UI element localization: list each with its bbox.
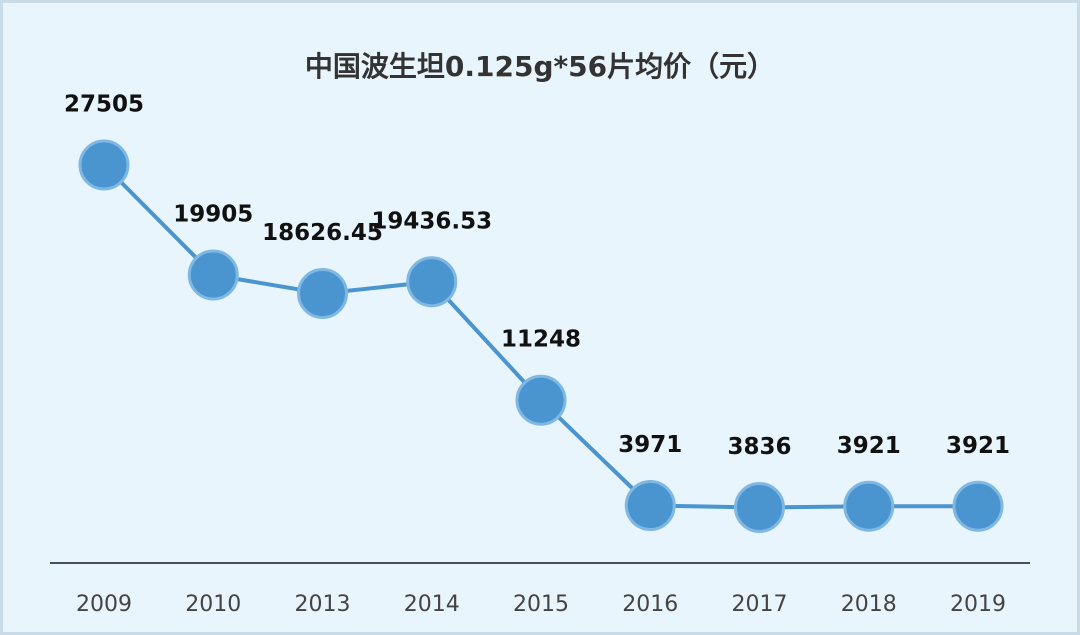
data-label: 3971 (618, 432, 682, 458)
x-tick-label: 2010 (185, 592, 241, 617)
x-tick-label: 2015 (513, 592, 569, 617)
data-label: 3836 (727, 434, 791, 460)
data-label: 19905 (173, 201, 253, 227)
data-label: 3921 (837, 433, 901, 459)
chart-title: 中国波生坦0.125g*56片均价（元） (305, 50, 775, 83)
x-tick-label: 2019 (950, 592, 1006, 617)
marker (406, 256, 458, 308)
data-label: 19436.53 (371, 208, 492, 234)
marker (952, 480, 1004, 532)
x-tick-label: 2013 (295, 592, 351, 617)
data-label: 27505 (64, 92, 144, 118)
data-label: 3921 (946, 433, 1010, 459)
x-tick-label: 2009 (76, 592, 132, 617)
data-label: 18626.45 (262, 220, 383, 246)
x-tick-label: 2014 (404, 592, 460, 617)
x-tick-label: 2016 (622, 592, 678, 617)
x-tick-label: 2017 (732, 592, 788, 617)
marker (843, 480, 895, 532)
marker (624, 480, 676, 532)
x-tick-label: 2018 (841, 592, 897, 617)
marker (734, 481, 785, 533)
marker (78, 139, 130, 191)
marker (297, 267, 348, 319)
marker (187, 249, 239, 301)
marker (515, 374, 567, 426)
data-label: 11248 (501, 327, 581, 353)
